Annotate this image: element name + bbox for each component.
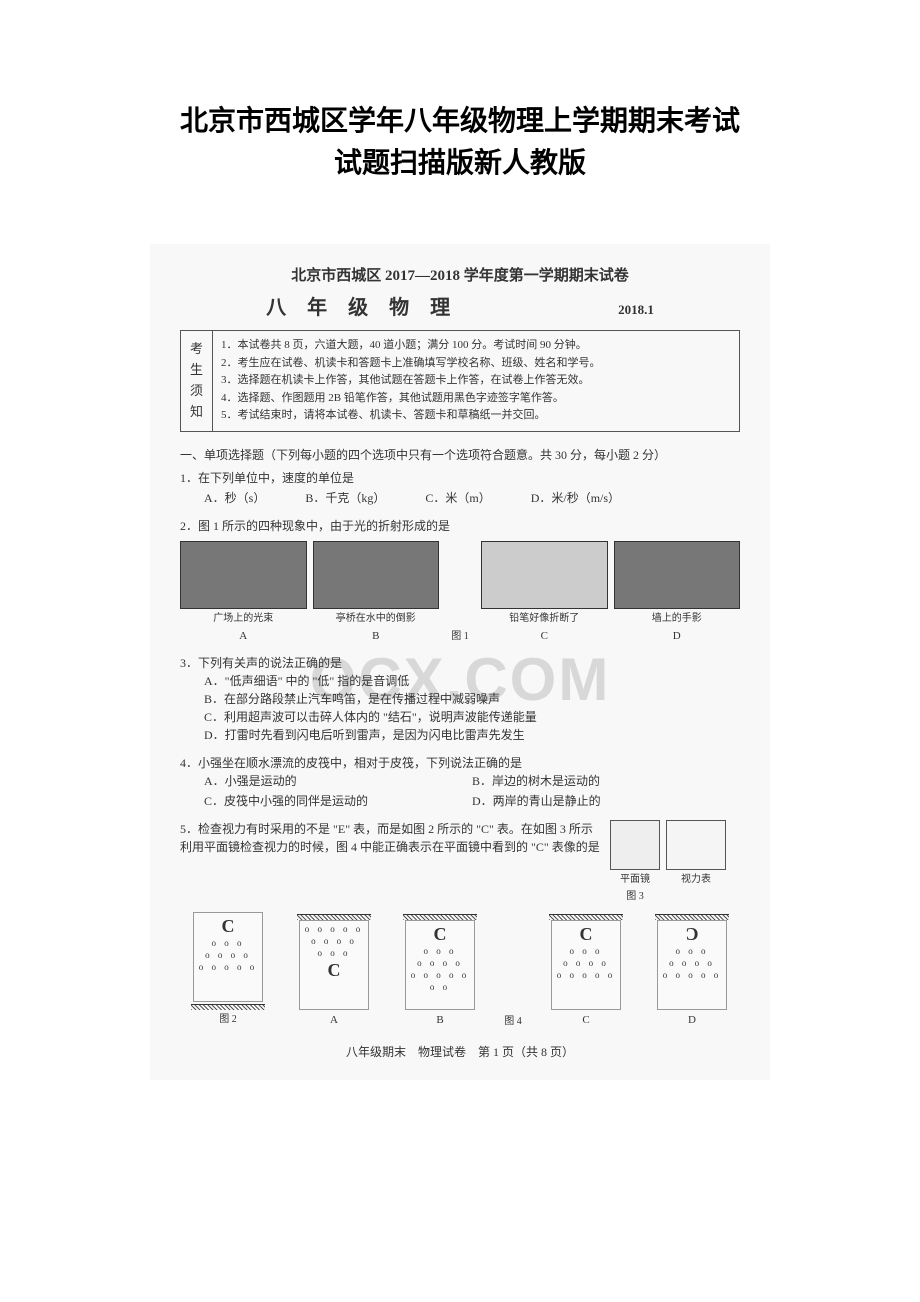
q5-fig2-col: C o o o o o o o o o o o o 图 2 [180, 912, 276, 1029]
q2-images: 广场上的光束 A 亭桥在水中的倒影 B 图 1 铅笔好像折断了 C [180, 541, 740, 645]
q1-option-b: B．千克（kg） [305, 489, 385, 507]
q1-options: A．秒（s） B．千克（kg） C．米（m） D．米/秒（m/s） [180, 489, 740, 507]
q4-stem: 4．小强坐在顺水漂流的皮筏中，相对于皮筏，下列说法正确的是 [180, 754, 740, 772]
q2-fig-label-cell: 图 1 [445, 541, 475, 645]
q2-image-a: 广场上的光束 A [180, 541, 307, 645]
shadow-image [614, 541, 741, 609]
q5-label-c: C [582, 1012, 589, 1029]
q5-fig4-col: 图 4 [498, 912, 528, 1029]
q5-chart-label: 视力表 [681, 872, 711, 887]
notice-item: 3．选择题在机读卡上作答，其他试题在答题卡上作答，在试卷上作答无效。 [221, 372, 731, 390]
notice-char: 须 [190, 381, 203, 402]
q5-label-b: B [436, 1012, 443, 1029]
q2-caption-b: 亭桥在水中的倒影 [336, 611, 416, 626]
notice-item: 1．本试卷共 8 页，六道大题，40 道小题；满分 100 分。考试时间 90 … [221, 337, 731, 355]
q4-option-c: C．皮筏中小强的同伴是运动的 [204, 792, 472, 810]
question-5: 5．检查视力有时采用的不是 "E" 表，而是如图 2 所示的 "C" 表。在如图… [180, 820, 740, 1029]
q1-stem: 1．在下列单位中，速度的单位是 [180, 469, 740, 487]
q2-caption-d: 墙上的手影 [652, 611, 702, 626]
notice-item: 2．考生应在试卷、机读卡和答题卡上准确填写学校名称、班级、姓名和学号。 [221, 355, 731, 373]
q5-option-c: C o o o o o o o o o o o o C [538, 912, 634, 1029]
mirror-line-icon [191, 1004, 265, 1010]
q2-image-d: 墙上的手影 D [614, 541, 741, 645]
q5-stem: 5．检查视力有时采用的不是 "E" 表，而是如图 2 所示的 "C" 表。在如图… [180, 820, 600, 904]
q5-options-row: C o o o o o o o o o o o o 图 2 o o o o o … [180, 912, 740, 1029]
mirror-icon [610, 820, 660, 870]
q2-label-c: C [541, 628, 548, 645]
q2-label-d: D [673, 628, 681, 645]
q4-options: A．小强是运动的 B．岸边的树木是运动的 C．皮筏中小强的同伴是运动的 D．两岸… [180, 772, 740, 810]
q5-option-a: o o o o o o o o o o o o C A [286, 912, 382, 1029]
q3-option-b: B．在部分路段禁止汽车鸣笛，是在传播过程中减弱噪声 [204, 690, 740, 708]
notice-char: 知 [190, 402, 203, 423]
eye-chart-fig2: C o o o o o o o o o o o o [193, 912, 263, 1002]
q2-label-a: A [239, 628, 247, 645]
subject-row: 八 年 级 物 理 2018.1 [180, 291, 740, 320]
q5-fig3-label: 图 3 [626, 889, 644, 904]
q5-label-a: A [330, 1012, 338, 1029]
q3-option-c: C．利用超声波可以击碎人体内的 "结石"，说明声波能传递能量 [204, 708, 740, 726]
q1-option-a: A．秒（s） [204, 489, 265, 507]
question-4: 4．小强坐在顺水漂流的皮筏中，相对于皮筏，下列说法正确的是 A．小强是运动的 B… [180, 754, 740, 810]
q3-option-a: A．"低声细语" 中的 "低" 指的是音调低 [204, 672, 740, 690]
notice-label: 考 生 须 知 [181, 331, 213, 431]
q5-label-d: D [688, 1012, 696, 1029]
question-1: 1．在下列单位中，速度的单位是 A．秒（s） B．千克（kg） C．米（m） D… [180, 469, 740, 507]
page-footer: 八年级期末 物理试卷 第 1 页（共 8 页） [180, 1043, 740, 1060]
eye-chart-c: C o o o o o o o o o o o o [551, 920, 621, 1010]
eye-chart-icon [666, 820, 726, 870]
q2-stem: 2．图 1 所示的四种现象中，由于光的折射形成的是 [180, 517, 740, 535]
q5-option-d: Ɔ o o o o o o o o o o o o D [644, 912, 740, 1029]
q5-side-figures: 平面镜 图 3 视力表 [610, 820, 740, 904]
q3-stem: 3．下列有关声的说法正确的是 [180, 654, 740, 672]
reflection-image [313, 541, 440, 609]
q2-image-b: 亭桥在水中的倒影 B [313, 541, 440, 645]
exam-date: 2018.1 [618, 302, 654, 318]
section-1-title: 一、单项选择题（下列每小题的四个选项中只有一个选项符合题意。共 30 分，每小题… [180, 446, 740, 463]
question-3: 3．下列有关声的说法正确的是 A．"低声细语" 中的 "低" 指的是音调低 B．… [180, 654, 740, 744]
q2-label-b: B [372, 628, 379, 645]
title-line-1: 北京市西城区学年八年级物理上学期期末考试 [40, 100, 880, 142]
q2-figure-label: 图 1 [451, 629, 469, 644]
document-title: 北京市西城区学年八年级物理上学期期末考试 试题扫描版新人教版 [0, 0, 920, 224]
q4-option-b: B．岸边的树木是运动的 [472, 772, 740, 790]
subject-title: 八 年 级 物 理 [266, 291, 458, 320]
eye-chart-a: o o o o o o o o o o o o C [299, 920, 369, 1010]
q1-option-d: D．米/秒（m/s） [531, 489, 620, 507]
light-beams-image [180, 541, 307, 609]
notice-char: 考 [190, 339, 203, 360]
q5-option-b: C o o o o o o o o o o o o o o B [392, 912, 488, 1029]
q1-option-c: C．米（m） [425, 489, 490, 507]
title-line-2: 试题扫描版新人教版 [40, 142, 880, 184]
q4-option-a: A．小强是运动的 [204, 772, 472, 790]
notice-item: 4．选择题、作图题用 2B 铅笔作答，其他试题用黑色字迹签字笔作答。 [221, 390, 731, 408]
q5-fig4-label: 图 4 [504, 1014, 522, 1029]
notice-content: 1．本试卷共 8 页，六道大题，40 道小题；满分 100 分。考试时间 90 … [213, 331, 739, 431]
q4-option-d: D．两岸的青山是静止的 [472, 792, 740, 810]
scanned-exam-page: OCX.COM 北京市西城区 2017—2018 学年度第一学期期末试卷 八 年… [150, 244, 770, 1080]
notice-item: 5．考试结束时，请将本试卷、机读卡、答题卡和草稿纸一并交回。 [221, 407, 731, 425]
examinee-notice-box: 考 生 须 知 1．本试卷共 8 页，六道大题，40 道小题；满分 100 分。… [180, 330, 740, 432]
eye-chart-b: C o o o o o o o o o o o o o o [405, 920, 475, 1010]
q2-caption-c: 铅笔好像折断了 [509, 611, 579, 626]
notice-char: 生 [190, 360, 203, 381]
q3-option-d: D．打雷时先看到闪电后听到雷声，是因为闪电比雷声先发生 [204, 726, 740, 744]
eye-chart-d: Ɔ o o o o o o o o o o o o [657, 920, 727, 1010]
pencil-refraction-image [481, 541, 608, 609]
q2-caption-a: 广场上的光束 [213, 611, 273, 626]
q2-image-c: 铅笔好像折断了 C [481, 541, 608, 645]
exam-header: 北京市西城区 2017—2018 学年度第一学期期末试卷 [180, 264, 740, 285]
q5-fig2-label: 图 2 [219, 1012, 237, 1027]
q3-options: A．"低声细语" 中的 "低" 指的是音调低 B．在部分路段禁止汽车鸣笛，是在传… [180, 672, 740, 744]
question-2: 2．图 1 所示的四种现象中，由于光的折射形成的是 广场上的光束 A 亭桥在水中… [180, 517, 740, 645]
q5-mirror-label: 平面镜 [620, 872, 650, 887]
